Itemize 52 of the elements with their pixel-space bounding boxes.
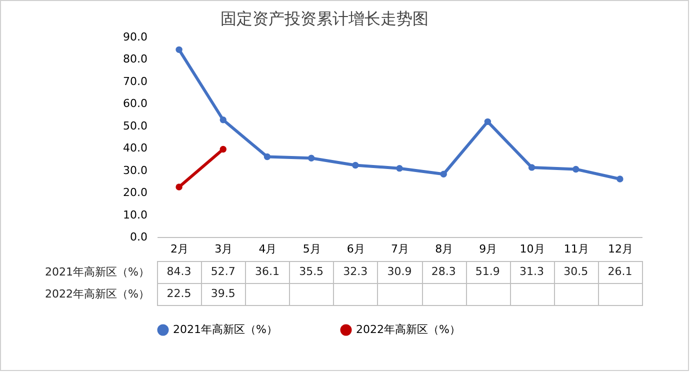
y-tick-label: 50.0 xyxy=(123,119,148,132)
data-label: 39.5 xyxy=(210,287,236,300)
legend-label: 2022年高新区（%） xyxy=(356,323,460,336)
point xyxy=(176,184,182,190)
data-label: 26.1 xyxy=(608,265,632,278)
x-tick-label: 7月 xyxy=(391,242,409,256)
data-label: 22.5 xyxy=(166,287,192,300)
data-label: 31.3 xyxy=(520,265,544,278)
point xyxy=(220,116,226,124)
point xyxy=(616,176,624,182)
data-label: 36.1 xyxy=(254,265,280,278)
legend-label: 2021年高新区（%） xyxy=(173,323,278,336)
x-tick-label: 9月 xyxy=(479,242,498,256)
data-label: 84.3 xyxy=(166,265,192,278)
data-label: 30.9 xyxy=(387,265,412,278)
point xyxy=(396,164,403,172)
data-label: 28.3 xyxy=(431,265,456,278)
text: 2022年高新区（%） xyxy=(45,288,150,300)
x-tick-label: 3月 xyxy=(214,242,233,256)
x-tick-label: 8月 xyxy=(435,242,454,256)
y-tick-label: 40.0 xyxy=(123,142,148,155)
chart-title: 固定资产投资累计增长走势图 xyxy=(220,9,428,28)
y-tick-label: 80.0 xyxy=(123,52,148,66)
x-tick-label: 10月 xyxy=(520,242,545,256)
x-tick-label: 12月 xyxy=(608,242,633,256)
x-tick-label: 5月 xyxy=(302,242,321,256)
x-tick-label: 2月 xyxy=(170,242,189,256)
data-label: 32.3 xyxy=(343,265,368,278)
point xyxy=(528,164,536,171)
y-tick-label: 0.0 xyxy=(130,230,148,244)
data-label: 52.7 xyxy=(210,265,236,278)
y-tick-label: 90.0 xyxy=(123,30,148,44)
y-tick-label: 60.0 xyxy=(123,97,148,110)
point xyxy=(264,153,271,160)
point xyxy=(440,170,447,178)
point xyxy=(220,146,226,153)
y-tick-label: 20.0 xyxy=(123,186,148,200)
point xyxy=(484,118,492,126)
y-tick-label: 70.0 xyxy=(123,74,148,88)
y-tick-label: 10.0 xyxy=(123,208,148,222)
point xyxy=(352,162,359,169)
point xyxy=(572,166,580,173)
point xyxy=(308,154,315,162)
x-tick-label: 11月 xyxy=(564,242,589,256)
data-label: 35.5 xyxy=(299,265,324,278)
y-tick-label: 30.0 xyxy=(123,164,148,177)
point xyxy=(176,46,182,54)
x-tick-label: 6月 xyxy=(346,242,365,256)
data-label: 30.5 xyxy=(564,265,588,278)
data-label: 51.9 xyxy=(475,265,500,278)
x-tick-label: 4月 xyxy=(258,242,277,256)
text: 2021年高新区（%） xyxy=(45,266,150,278)
